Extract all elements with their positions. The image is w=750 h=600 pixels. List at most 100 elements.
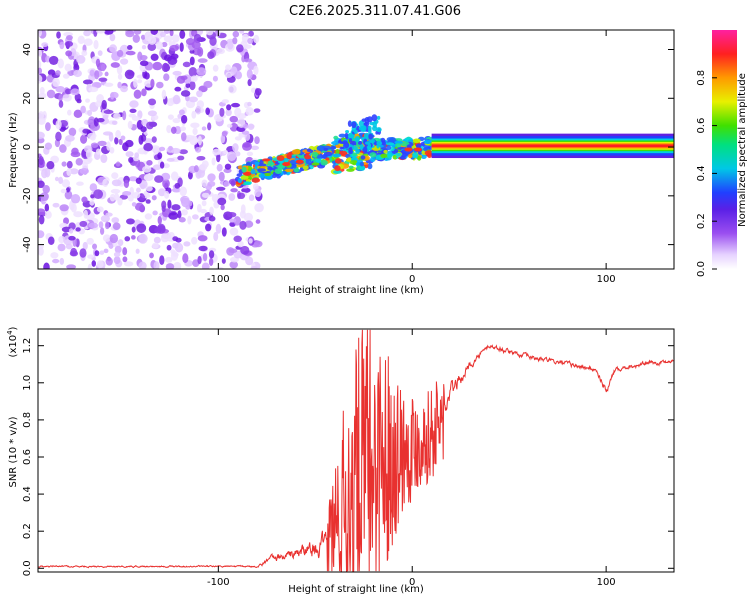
noise-blob <box>100 215 110 223</box>
noise-blob <box>208 215 216 222</box>
noise-blob <box>253 108 261 113</box>
signal-blob <box>345 158 352 162</box>
noise-blob <box>165 256 173 263</box>
noise-blob <box>125 50 136 56</box>
noise-blob <box>197 58 208 63</box>
noise-blob <box>177 155 185 161</box>
noise-blob <box>235 151 241 157</box>
noise-blob <box>191 40 201 49</box>
noise-blob <box>128 113 136 118</box>
noise-blob <box>69 250 79 257</box>
noise-blob <box>180 75 188 81</box>
signal-blob <box>348 138 353 143</box>
signal-blob <box>424 150 434 156</box>
noise-blob <box>247 123 255 130</box>
noise-blob <box>207 180 216 187</box>
noise-blob <box>196 67 207 76</box>
noise-blob <box>229 227 239 236</box>
noise-blob <box>94 70 100 80</box>
y-tick-label: 0.6 <box>22 449 33 465</box>
noise-blob <box>201 200 207 207</box>
noise-blob <box>104 30 114 35</box>
noise-blob <box>61 161 67 167</box>
signal-blob <box>272 174 277 179</box>
noise-blob <box>152 210 158 216</box>
colorbar-tick-label: 0.8 <box>696 70 707 86</box>
noise-blob <box>43 262 50 269</box>
noise-blob <box>232 30 240 38</box>
signal-blob <box>241 166 247 173</box>
noise-blob <box>150 53 159 61</box>
signal-blob <box>311 162 320 166</box>
noise-blob <box>73 109 83 119</box>
noise-blob <box>243 58 253 63</box>
noise-blob <box>38 155 44 166</box>
noise-blob <box>174 182 181 189</box>
noise-blob <box>128 176 138 182</box>
signal-blob <box>339 150 348 156</box>
noise-blob <box>54 176 59 182</box>
snr-y-label: SNR (10 * v/v) <box>8 416 19 487</box>
signal-blob <box>363 132 370 139</box>
noise-blob <box>116 64 123 75</box>
noise-blob <box>145 185 153 192</box>
noise-blob <box>197 235 208 242</box>
y-tick-label: 0.0 <box>22 560 33 576</box>
noise-blob <box>237 113 247 119</box>
signal-blob <box>346 168 355 172</box>
noise-blob <box>136 187 141 193</box>
noise-blob <box>227 211 237 218</box>
noise-blob <box>205 223 212 232</box>
noise-blob <box>59 144 67 153</box>
spectrogram-frame <box>37 29 675 270</box>
signal-blob <box>348 147 352 155</box>
noise-blob <box>111 172 119 179</box>
noise-blob <box>118 138 123 146</box>
noise-blob <box>55 131 62 142</box>
noise-blob <box>237 192 246 200</box>
signal-blob <box>412 138 421 144</box>
noise-blob <box>216 153 221 163</box>
steady-band <box>431 144 674 148</box>
signal-blob <box>334 158 342 164</box>
noise-blob <box>247 101 252 107</box>
noise-blob <box>172 242 179 249</box>
signal-blob <box>362 146 368 154</box>
noise-blob <box>95 100 102 107</box>
noise-blob <box>97 140 107 147</box>
noise-blob <box>103 248 109 254</box>
signal-blob <box>237 178 242 184</box>
signal-blob <box>357 140 363 145</box>
noise-blob <box>122 191 132 196</box>
noise-blob <box>55 119 62 130</box>
noise-blob <box>55 70 61 76</box>
signal-blob <box>352 152 358 157</box>
noise-blob <box>64 40 74 47</box>
noise-blob <box>64 63 72 72</box>
noise-blob <box>59 204 69 212</box>
signal-blob <box>267 166 274 171</box>
noise-blob <box>52 258 60 264</box>
noise-blob <box>166 124 172 134</box>
noise-blob <box>144 72 150 80</box>
noise-blob <box>159 31 166 38</box>
colorbar-tick-label: 0.2 <box>696 213 707 229</box>
noise-blob <box>191 110 197 119</box>
noise-blob <box>113 251 121 258</box>
noise-blob <box>151 136 157 143</box>
noise-blob <box>50 155 60 164</box>
noise-blob <box>44 203 50 212</box>
signal-blob <box>274 168 283 174</box>
signal-blob <box>376 127 382 133</box>
noise-blob <box>99 227 105 235</box>
noise-blob <box>201 179 208 188</box>
noise-blob <box>161 62 170 73</box>
noise-blob <box>101 99 107 110</box>
signal-blob <box>320 154 328 159</box>
noise-blob <box>242 123 249 129</box>
noise-blob <box>153 261 160 269</box>
noise-blob <box>80 134 88 144</box>
noise-blob <box>255 219 261 224</box>
noise-blob <box>232 143 239 152</box>
